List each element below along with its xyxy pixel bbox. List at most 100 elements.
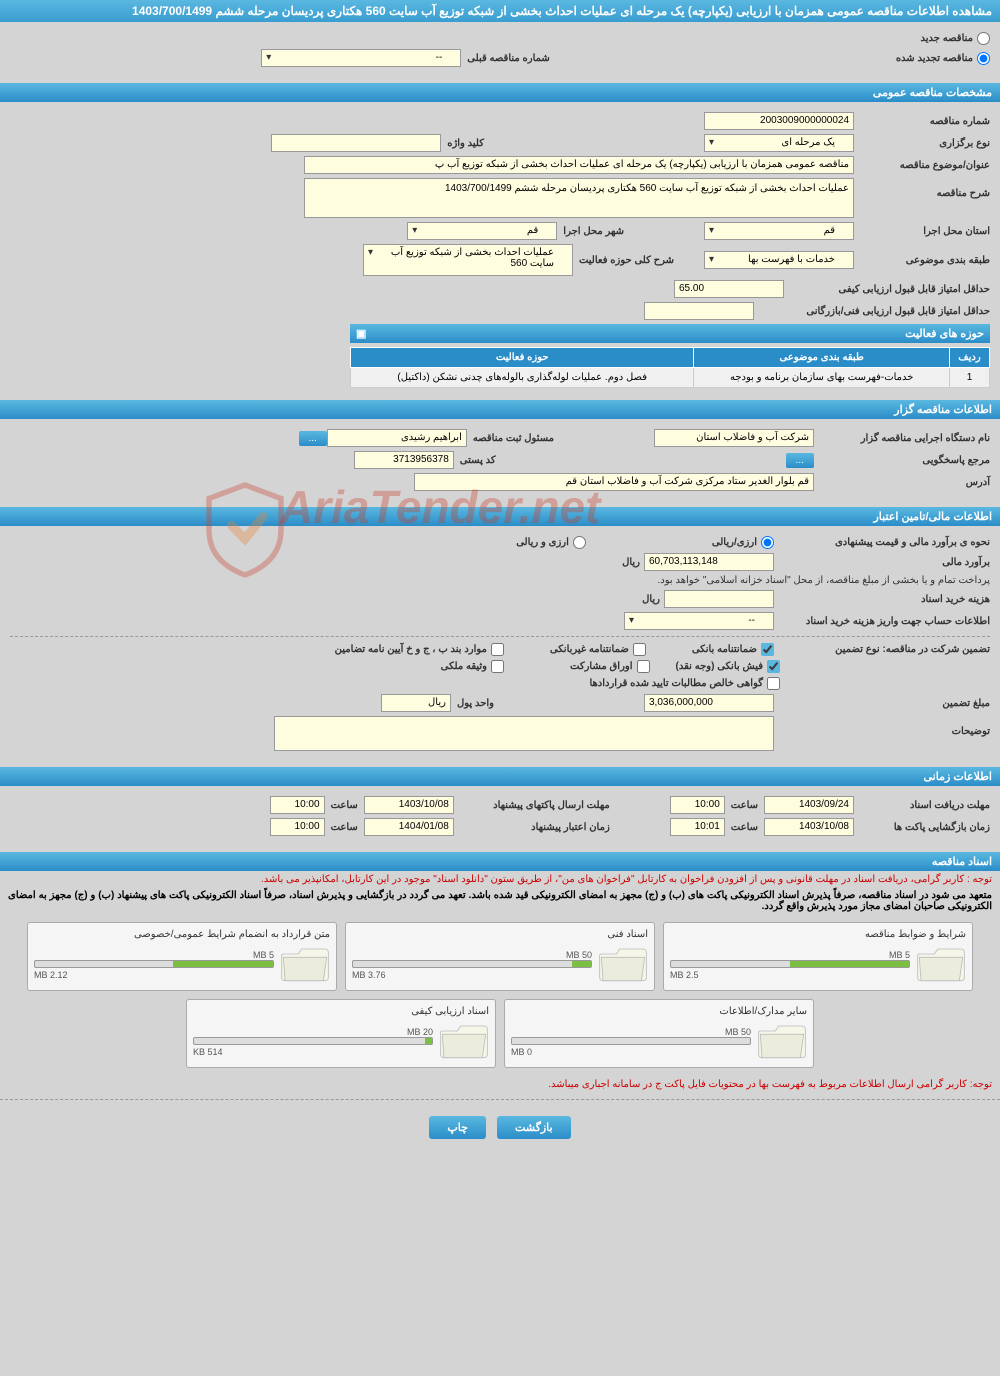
chk-cash[interactable] bbox=[767, 660, 780, 673]
lbl-open: زمان بازگشایی پاکت ها bbox=[860, 822, 990, 833]
fld-validity-time[interactable]: 10:00 bbox=[270, 818, 325, 836]
page-title: مشاهده اطلاعات مناقصه عمومی همزمان با ار… bbox=[0, 0, 1000, 22]
lbl-packet-send: مهلت ارسال پاکتهای پیشنهاد bbox=[460, 800, 610, 811]
fld-open-date[interactable]: 1403/10/08 bbox=[764, 818, 854, 836]
field-money-unit: ریال bbox=[381, 694, 451, 712]
fld-packet-date[interactable]: 1403/10/08 bbox=[364, 796, 454, 814]
label-postal: کد پستی bbox=[460, 455, 496, 466]
print-button[interactable]: چاپ bbox=[429, 1116, 486, 1139]
chk-nonbank[interactable] bbox=[633, 643, 646, 656]
radio-new-tender[interactable] bbox=[977, 32, 990, 45]
select-city[interactable]: قم bbox=[407, 222, 557, 240]
label-guar-amount: مبلغ تضمین bbox=[780, 698, 990, 709]
field-subject[interactable]: مناقصه عمومی همزمان با ارزیابی (یکپارچه)… bbox=[304, 156, 854, 174]
doc-used: 514 KB bbox=[193, 1047, 223, 1057]
doc-card[interactable]: اسناد فنی50 MB3.76 MB bbox=[345, 922, 655, 991]
label-guarantee: تضمین شرکت در مناقصه: نوع تضمین bbox=[780, 644, 990, 655]
folder-icon bbox=[598, 944, 648, 984]
lbl-time-4: ساعت bbox=[331, 822, 358, 833]
field-min-quality[interactable]: 65.00 bbox=[674, 280, 784, 298]
doc-max: 5 MB bbox=[889, 950, 910, 960]
select-prev-number[interactable]: -- bbox=[261, 49, 461, 67]
chk-bond[interactable] bbox=[491, 643, 504, 656]
cell-cat: خدمات-فهرست بهای سازمان برنامه و بودجه bbox=[694, 368, 950, 388]
field-postal: 3713956378 bbox=[354, 451, 454, 469]
label-address: آدرس bbox=[820, 477, 990, 488]
back-button[interactable]: بازگشت bbox=[497, 1116, 571, 1139]
doc-card[interactable]: شرایط و ضوابط مناقصه5 MB2.5 MB bbox=[663, 922, 973, 991]
fld-validity-date[interactable]: 1404/01/08 bbox=[364, 818, 454, 836]
section-timing: اطلاعات زمانی bbox=[0, 767, 1000, 786]
th-category: طبقه بندی موضوعی bbox=[694, 348, 950, 368]
doc-card[interactable]: متن قرارداد به انضمام شرایط عمومی/خصوصی5… bbox=[27, 922, 337, 991]
label-reg-resp: مسئول ثبت مناقصه bbox=[473, 433, 554, 444]
doc-used: 2.12 MB bbox=[34, 970, 68, 980]
chk-claims[interactable] bbox=[767, 677, 780, 690]
docs-note-2: متعهد می شود در اسناد مناقصه، صرفاً پذیر… bbox=[0, 888, 1000, 914]
radio-renewed-tender[interactable] bbox=[977, 52, 990, 65]
activity-header: حوزه های فعالیت ▣ bbox=[350, 324, 990, 343]
lbl-claims: گواهی خالص مطالبات تایید شده قراردادها bbox=[589, 678, 763, 689]
lbl-time-2: ساعت bbox=[331, 800, 358, 811]
docs-note-3: توجه: کاربر گرامی ارسال اطلاعات مربوط به… bbox=[0, 1076, 1000, 1093]
folder-icon bbox=[439, 1021, 489, 1061]
label-remarks: توضیحات bbox=[780, 716, 990, 737]
select-account[interactable]: -- bbox=[624, 612, 774, 630]
more-button-1[interactable]: ... bbox=[299, 431, 327, 446]
folder-icon bbox=[280, 944, 330, 984]
section-financial: اطلاعات مالی/تامین اعتبار bbox=[0, 507, 1000, 526]
radio-arzi-o-riali[interactable] bbox=[573, 536, 586, 549]
cell-scope: فصل دوم. عملیات لوله‌گذاری بالوله‌های چد… bbox=[351, 368, 694, 388]
section-general: مشخصات مناقصه عمومی bbox=[0, 83, 1000, 102]
field-guar-amount: 3,036,000,000 bbox=[644, 694, 774, 712]
progress-bar bbox=[34, 960, 274, 968]
radio-arzi-riali[interactable] bbox=[761, 536, 774, 549]
field-keyword[interactable] bbox=[271, 134, 441, 152]
field-est-amount: 60,703,113,148 bbox=[644, 553, 774, 571]
section-docs: اسناد مناقصه bbox=[0, 852, 1000, 871]
field-reg-resp: ابراهیم رشیدی bbox=[327, 429, 467, 447]
fld-doc-receive-date[interactable]: 1403/09/24 bbox=[764, 796, 854, 814]
doc-max: 20 MB bbox=[407, 1027, 433, 1037]
progress-bar bbox=[193, 1037, 433, 1045]
fld-open-time[interactable]: 10:01 bbox=[670, 818, 725, 836]
lbl-nonbank: ضمانتنامه غیربانکی bbox=[550, 644, 629, 655]
label-new-tender: مناقصه جدید bbox=[921, 33, 973, 44]
select-scope[interactable]: عملیات احداث بخشی از شبکه توزیع آب سایت … bbox=[363, 244, 573, 276]
unit-rial-2: ریال bbox=[642, 594, 660, 605]
label-category: طبقه بندی موضوعی bbox=[860, 255, 990, 266]
lbl-cash: فیش بانکی (وجه نقد) bbox=[676, 661, 763, 672]
lbl-validity: زمان اعتبار پیشنهاد bbox=[460, 822, 610, 833]
field-min-tech[interactable] bbox=[644, 302, 754, 320]
select-province[interactable]: قم bbox=[704, 222, 854, 240]
table-row: 1 خدمات-فهرست بهای سازمان برنامه و بودجه… bbox=[351, 368, 990, 388]
label-desc: شرح مناقصه bbox=[860, 178, 990, 199]
label-exec: نام دستگاه اجرایی مناقصه گزار bbox=[820, 433, 990, 444]
field-doc-cost[interactable] bbox=[664, 590, 774, 608]
doc-card[interactable]: سایر مدارک/اطلاعات50 MB0 MB bbox=[504, 999, 814, 1068]
chk-stock[interactable] bbox=[637, 660, 650, 673]
select-type[interactable]: یک مرحله ای bbox=[704, 134, 854, 152]
select-category[interactable]: خدمات با فهرست بها bbox=[704, 251, 854, 269]
fld-packet-time[interactable]: 10:00 bbox=[270, 796, 325, 814]
label-resp-ref: مرجع پاسخگویی bbox=[820, 455, 990, 466]
lbl-doc-receive: مهلت دریافت اسناد bbox=[860, 800, 990, 811]
lbl-bank: ضمانتنامه بانکی bbox=[692, 644, 757, 655]
th-scope: حوزه فعالیت bbox=[351, 348, 694, 368]
textarea-remarks[interactable] bbox=[274, 716, 774, 751]
label-scope: شرح کلی حوزه فعالیت bbox=[579, 255, 674, 266]
chk-property[interactable] bbox=[491, 660, 504, 673]
field-exec: شرکت آب و فاضلاب استان bbox=[654, 429, 814, 447]
progress-bar bbox=[352, 960, 592, 968]
lbl-stock: اوراق مشارکت bbox=[570, 661, 633, 672]
collapse-icon[interactable]: ▣ bbox=[356, 327, 366, 340]
chk-bank[interactable] bbox=[761, 643, 774, 656]
label-arzi: ارزی/ریالی bbox=[712, 537, 757, 548]
fld-doc-receive-time[interactable]: 10:00 bbox=[670, 796, 725, 814]
textarea-desc[interactable]: عملیات احداث بخشی از شبکه توزیع آب سایت … bbox=[304, 178, 854, 218]
resp-ref-button[interactable]: ... bbox=[786, 453, 814, 468]
progress-bar bbox=[670, 960, 910, 968]
label-province: استان محل اجرا bbox=[860, 226, 990, 237]
doc-card[interactable]: اسناد ارزیابی کیفی20 MB514 KB bbox=[186, 999, 496, 1068]
separator-bottom bbox=[0, 1099, 1000, 1100]
